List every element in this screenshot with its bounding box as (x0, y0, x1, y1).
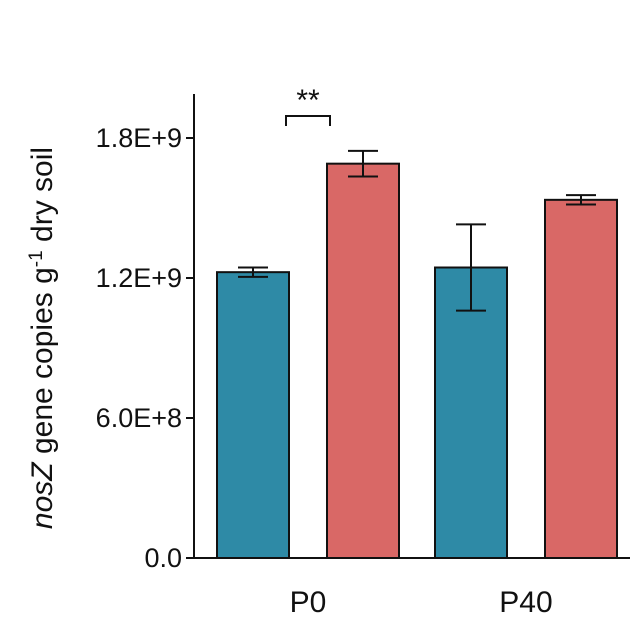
y-ticks-group: 0.0 6.0E+8 1.2E+9 1.8E+9 (96, 123, 194, 573)
x-tick-labels-group: P0 P40 (290, 586, 553, 619)
y-axis-label-superscript: -1 (26, 250, 47, 267)
bar (216, 271, 290, 559)
bar (326, 162, 400, 560)
x-tick-label: P0 (290, 586, 327, 619)
bars-group (216, 162, 618, 560)
y-axis-label-italic: nosZ (26, 461, 59, 529)
y-axis-label-main: gene copies g (26, 267, 59, 462)
y-tick-label: 1.2E+9 (96, 263, 182, 293)
annotations-group: ** (285, 84, 331, 126)
y-tick-label: 6.0E+8 (96, 403, 182, 433)
x-tick-label: P40 (499, 586, 552, 619)
significance-bracket (285, 115, 331, 126)
bar (434, 266, 508, 559)
y-axis-label: nosZ gene copies g-1 dry soil (26, 147, 60, 529)
y-tick-label: 1.8E+9 (96, 123, 182, 153)
bar (544, 198, 618, 559)
significance-label: ** (296, 84, 320, 117)
y-tick-label: 0.0 (144, 543, 182, 573)
error-bars-group (238, 149, 596, 312)
y-axis-label-tail: dry soil (26, 147, 59, 250)
